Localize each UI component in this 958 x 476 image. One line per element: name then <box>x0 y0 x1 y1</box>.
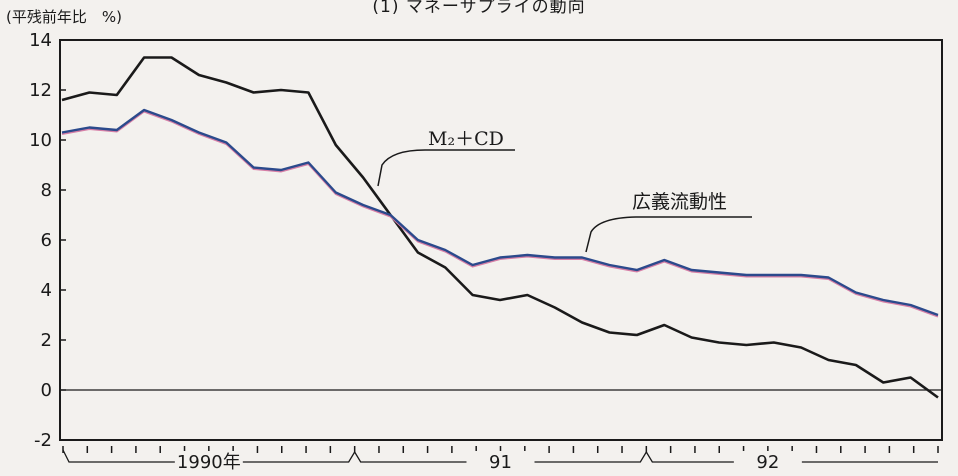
year-label: 92 <box>756 452 779 473</box>
year-label-bg <box>174 451 243 473</box>
annotations: M₂＋CD 広義流動性 <box>377 128 752 253</box>
series-line-broad-liquidity <box>61 108 939 317</box>
y-tick-label: 0 <box>41 380 52 401</box>
y-tick-label: 12 <box>29 80 52 101</box>
x-axis: 1990年 91 92 <box>62 446 939 473</box>
year-label-bg <box>466 451 535 473</box>
series-line-m2cd <box>61 56 939 399</box>
year-label-bg <box>733 451 802 473</box>
series-line-shadow <box>61 110 939 318</box>
y-tick-label: -2 <box>34 430 52 451</box>
y-tick-label: 10 <box>29 130 52 151</box>
series-group <box>61 56 939 399</box>
y-tick-label: 4 <box>41 280 52 301</box>
plot-frame <box>59 39 943 441</box>
year-label: 1990年 <box>177 452 241 473</box>
y-tick-label: 6 <box>41 230 52 251</box>
m2cd-leader-line <box>377 149 515 187</box>
chart-title: (1) マネーサプライの動向 <box>372 0 586 17</box>
y-tick-label: 8 <box>41 180 52 201</box>
liquidity-leader-line <box>585 216 752 253</box>
y-tick-label: 2 <box>41 330 52 351</box>
y-axis-unit-label: (平残前年比 %) <box>6 8 122 26</box>
liquidity-annotation: 広義流動性 <box>632 191 727 213</box>
year-label: 91 <box>489 452 512 473</box>
year-bracket <box>62 449 938 463</box>
m2cd-annotation: M₂＋CD <box>428 128 504 150</box>
y-axis-ticks: 14 12 10 8 6 4 2 0 -2 <box>29 30 66 451</box>
y-tick-label: 14 <box>29 30 52 51</box>
